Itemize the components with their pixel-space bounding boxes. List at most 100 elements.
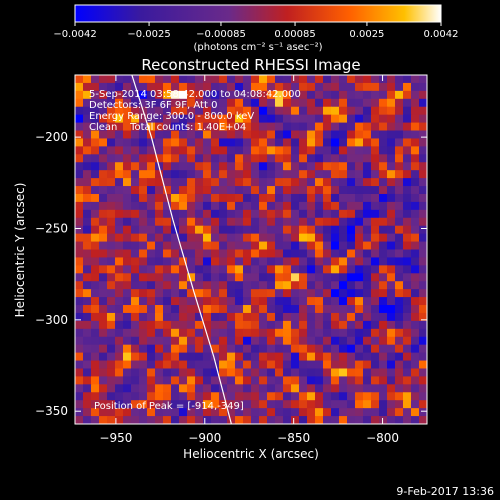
heatmap-cell — [203, 320, 212, 330]
heatmap-cell — [291, 217, 300, 227]
heatmap-cell — [115, 146, 124, 155]
heatmap-cell — [155, 209, 164, 219]
heatmap-cell — [131, 400, 140, 409]
heatmap-cell — [315, 225, 324, 235]
heatmap-cell — [331, 368, 340, 378]
heatmap-cell — [283, 273, 292, 282]
heatmap-cell — [83, 233, 92, 243]
heatmap-cell — [235, 368, 244, 378]
heatmap-cell — [123, 416, 132, 424]
heatmap-cell — [419, 416, 427, 424]
heatmap-cell — [363, 75, 372, 84]
heatmap-cell — [347, 416, 356, 424]
heatmap-cell — [99, 122, 108, 132]
heatmap-cell — [243, 289, 252, 298]
heatmap-cell — [235, 376, 244, 385]
heatmap-cell — [243, 130, 252, 140]
heatmap-cell — [131, 320, 140, 330]
heatmap-cell — [371, 233, 380, 243]
heatmap-cell — [211, 75, 220, 84]
heatmap-cell — [139, 312, 148, 322]
heatmap-cell — [355, 344, 364, 354]
heatmap-cell — [195, 75, 204, 84]
heatmap-cell — [275, 328, 284, 338]
heatmap-cell — [107, 352, 116, 362]
heatmap-cell — [307, 122, 316, 132]
heatmap-cell — [203, 170, 212, 179]
heatmap-cell — [339, 416, 348, 424]
heatmap-cell — [179, 257, 188, 266]
heatmap-cell — [291, 122, 300, 132]
heatmap-cell — [123, 281, 132, 290]
heatmap-cell — [163, 162, 172, 171]
heatmap-cell — [259, 209, 268, 219]
heatmap-cell — [131, 416, 140, 424]
heatmap-cell — [243, 98, 252, 108]
heatmap-cell — [99, 90, 108, 100]
heatmap-cell — [267, 138, 276, 147]
heatmap-cell — [411, 82, 420, 92]
heatmap-cell — [323, 82, 332, 92]
heatmap-cell — [243, 384, 252, 393]
heatmap-cell — [107, 209, 116, 219]
heatmap-cell — [331, 312, 340, 322]
heatmap-cell — [355, 416, 364, 424]
heatmap-cell — [363, 201, 372, 211]
heatmap-cell — [331, 392, 340, 401]
heatmap-cell — [323, 305, 332, 314]
heatmap-cell — [75, 106, 84, 116]
heatmap-cell — [251, 408, 260, 417]
heatmap-cell — [179, 273, 188, 282]
heatmap-cell — [283, 336, 292, 346]
heatmap-cell — [339, 320, 348, 330]
heatmap-cell — [411, 392, 420, 401]
heatmap-cell — [315, 352, 324, 362]
heatmap-cell — [379, 392, 388, 401]
colorbar-tick-label: −0.00085 — [196, 29, 246, 40]
heatmap-cell — [291, 106, 300, 116]
heatmap-cell — [307, 273, 316, 282]
heatmap-cell — [387, 352, 396, 362]
heatmap-cell — [355, 320, 364, 330]
heatmap-cell — [291, 233, 300, 243]
heatmap-cell — [179, 201, 188, 211]
heatmap-cell — [75, 305, 84, 314]
heatmap-cell — [195, 312, 204, 322]
heatmap-cell — [299, 328, 308, 338]
heatmap-cell — [419, 75, 427, 84]
heatmap-cell — [275, 106, 284, 116]
heatmap-cell — [235, 233, 244, 243]
heatmap-cell — [75, 75, 84, 84]
heatmap-cell — [283, 193, 292, 203]
heatmap-cell — [403, 400, 412, 409]
heatmap-cell — [411, 106, 420, 116]
heatmap-cell — [323, 265, 332, 274]
heatmap-cell — [115, 376, 124, 385]
heatmap-cell — [187, 408, 196, 417]
heatmap-cell — [107, 241, 116, 251]
heatmap-cell — [187, 360, 196, 370]
heatmap-cell — [411, 376, 420, 385]
heatmap-cell — [379, 233, 388, 243]
heatmap-cell — [123, 392, 132, 401]
heatmap-cell — [139, 344, 148, 354]
heatmap-cell — [323, 273, 332, 282]
heatmap-cell — [91, 408, 100, 417]
heatmap-cell — [171, 193, 180, 203]
heatmap-cell — [307, 138, 316, 147]
heatmap-cell — [275, 146, 284, 155]
heatmap-cell — [227, 257, 236, 266]
heatmap-cell — [387, 344, 396, 354]
heatmap-cell — [227, 312, 236, 322]
heatmap-cell — [347, 209, 356, 219]
heatmap-cell — [379, 225, 388, 235]
heatmap-cell — [251, 281, 260, 290]
heatmap-cell — [387, 82, 396, 92]
heatmap-cell — [155, 146, 164, 155]
heatmap-cell — [187, 297, 196, 306]
heatmap-cell — [131, 90, 140, 100]
heatmap-cell — [267, 170, 276, 179]
heatmap-cell — [163, 368, 172, 378]
heatmap-cell — [331, 233, 340, 243]
heatmap-cell — [379, 257, 388, 266]
